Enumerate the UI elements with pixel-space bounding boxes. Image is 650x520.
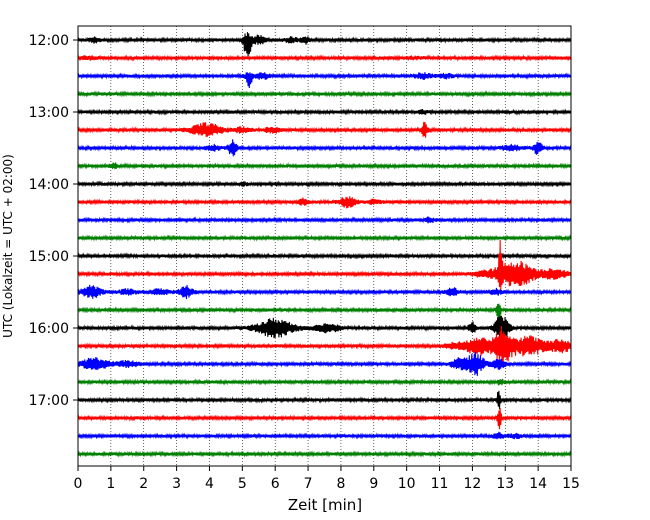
y-axis-label: UTC (Lokalzeit = UTC + 02:00) <box>1 154 15 338</box>
trace-1545 <box>77 303 572 320</box>
trace-1515 <box>77 240 572 292</box>
trace-1315 <box>77 121 572 138</box>
trace-1530 <box>77 284 572 300</box>
trace-1700 <box>77 390 572 410</box>
y-tick-label: 17:00 <box>29 393 69 409</box>
trace-1630 <box>77 351 572 376</box>
x-tick-label: 2 <box>139 476 148 492</box>
x-tick-label: 0 <box>74 476 83 492</box>
x-axis-label: Zeit [min] <box>288 496 362 514</box>
y-tick-label: 16:00 <box>29 321 69 337</box>
x-tick-label: 9 <box>369 476 378 492</box>
trace-1330 <box>77 139 572 157</box>
y-tick-label: 14:00 <box>29 177 69 193</box>
x-tick-label: 15 <box>562 476 580 492</box>
trace-1730 <box>77 431 572 440</box>
trace-1430 <box>77 216 572 224</box>
x-tick-label: 3 <box>172 476 181 492</box>
trace-1400 <box>77 180 572 188</box>
seismic-traces <box>77 32 572 458</box>
x-tick-label: 14 <box>529 476 547 492</box>
trace-1645 <box>77 378 572 386</box>
trace-1200 <box>77 32 572 57</box>
trace-1415 <box>77 196 572 209</box>
x-tick-label: 11 <box>431 476 449 492</box>
grid-lines <box>110 26 539 466</box>
x-tick-label: 7 <box>304 476 313 492</box>
trace-1600 <box>77 315 572 342</box>
x-tick-label: 5 <box>238 476 247 492</box>
trace-1245 <box>77 90 572 98</box>
trace-1615 <box>77 325 572 367</box>
trace-1300 <box>77 108 572 116</box>
trace-1345 <box>77 162 572 170</box>
x-tick-label: 4 <box>205 476 214 492</box>
trace-1715 <box>77 408 572 430</box>
x-tick-label: 10 <box>398 476 416 492</box>
x-tick-label: 13 <box>496 476 514 492</box>
y-tick-label: 15:00 <box>29 249 69 265</box>
y-axis-ticks: 12:00 13:00 14:00 15:00 16:00 17:00 <box>29 33 78 409</box>
plot-frame <box>77 25 572 467</box>
x-axis-ticks: 0 1 2 3 4 5 6 7 8 9 10 11 12 13 14 15 <box>74 466 580 492</box>
trace-1500 <box>77 252 572 260</box>
trace-1745 <box>77 450 572 458</box>
x-tick-label: 6 <box>271 476 280 492</box>
x-tick-label: 8 <box>336 476 345 492</box>
trace-1230 <box>77 72 572 88</box>
trace-1445 <box>77 234 572 242</box>
trace-1215 <box>77 54 572 62</box>
x-tick-label: 12 <box>463 476 481 492</box>
y-tick-label: 13:00 <box>29 105 69 121</box>
y-tick-label: 12:00 <box>29 33 69 49</box>
x-tick-label: 1 <box>106 476 115 492</box>
